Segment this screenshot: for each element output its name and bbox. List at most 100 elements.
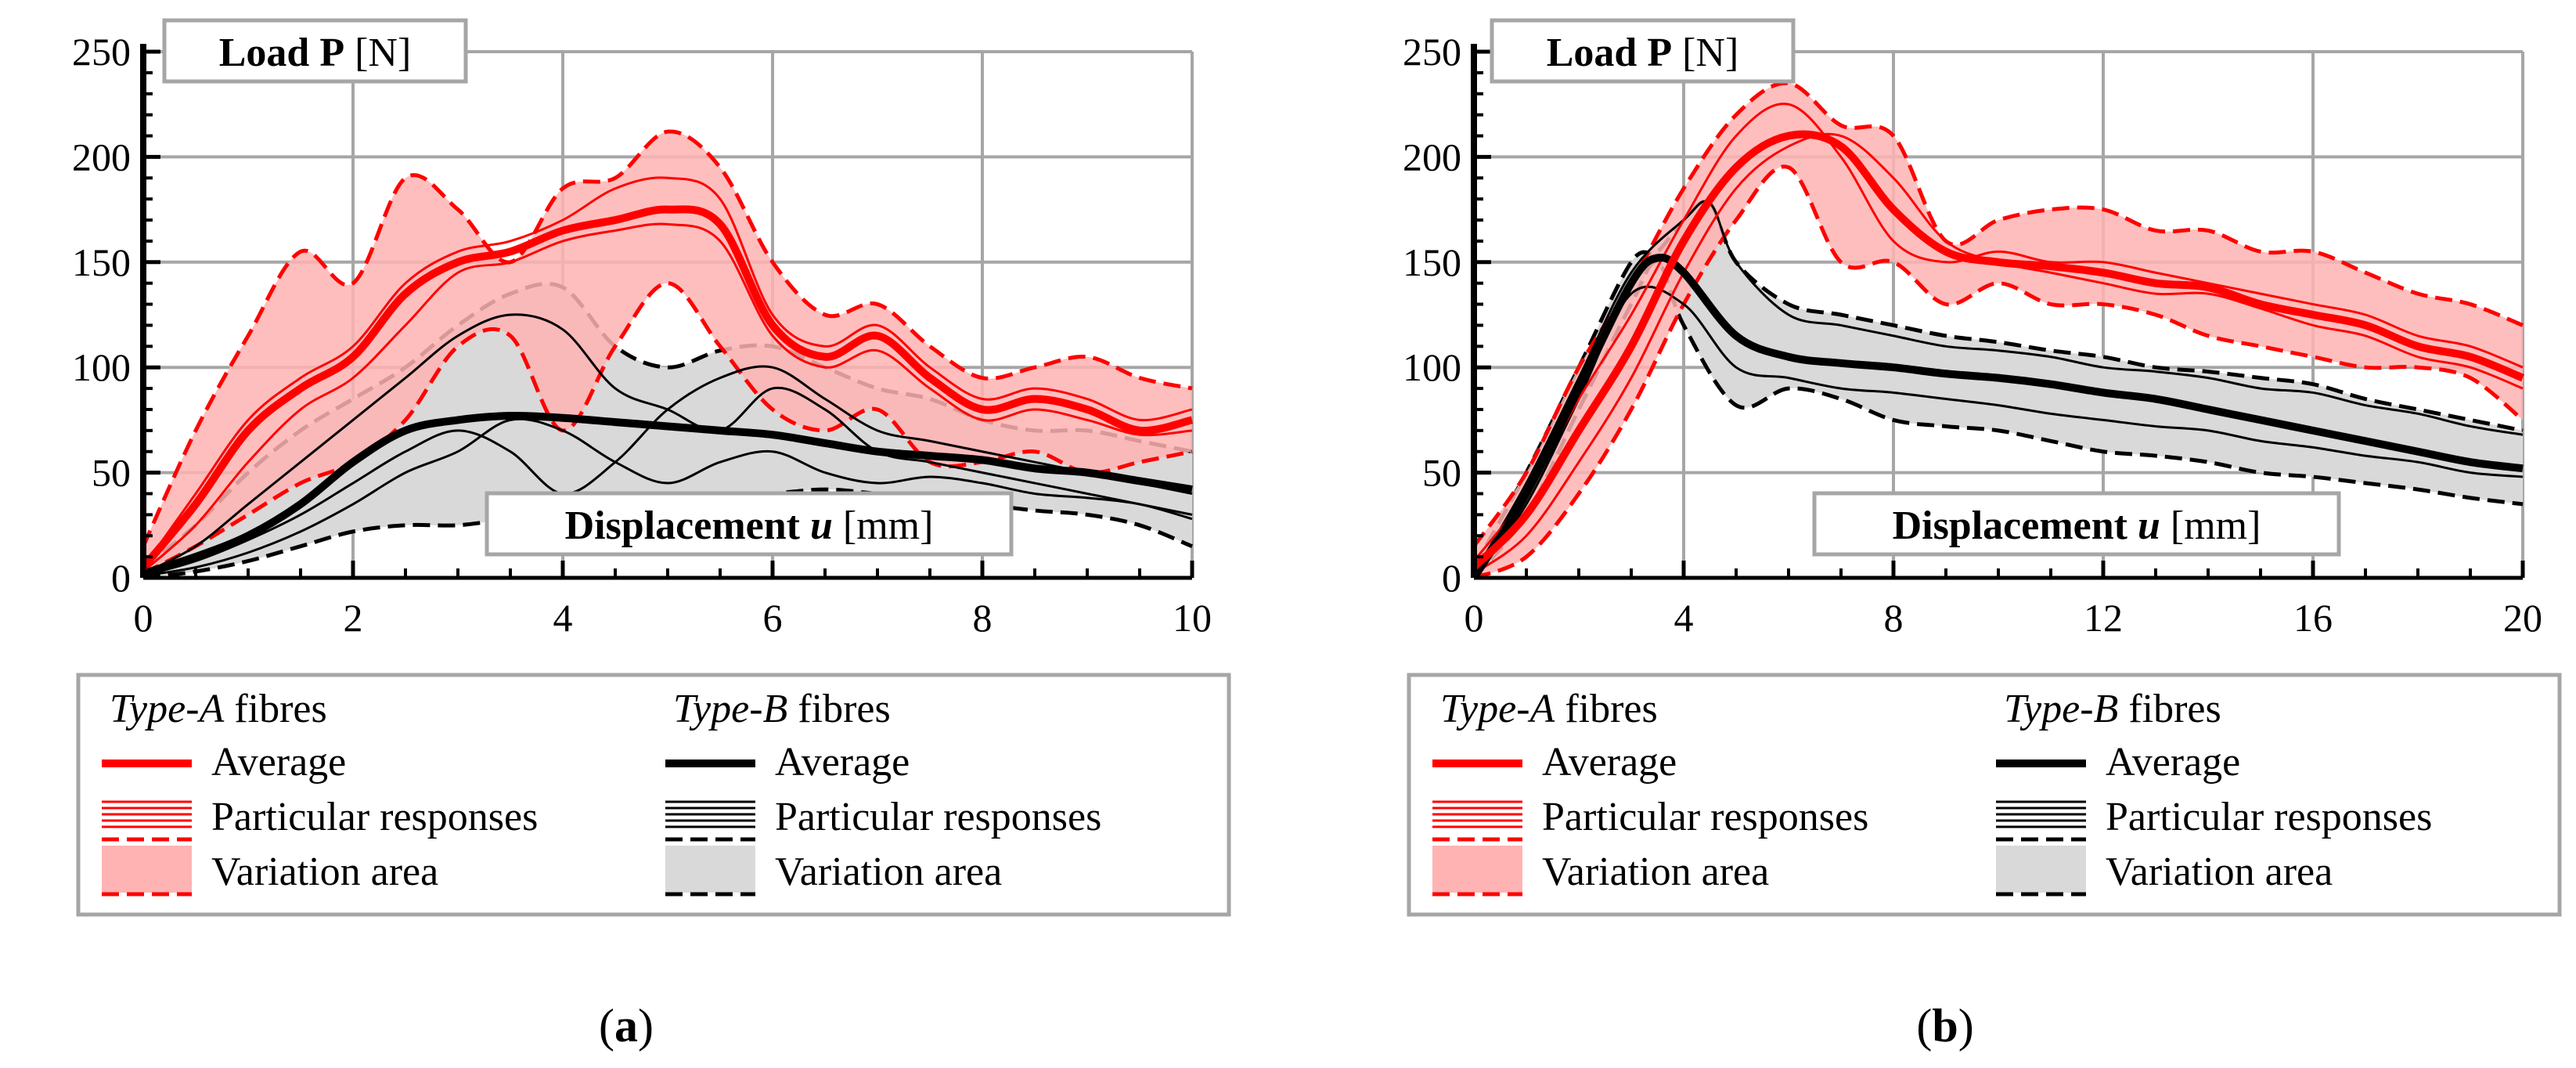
y-axis-title-box	[162, 18, 468, 84]
legend-entry-label: Variation area	[775, 850, 1002, 894]
legend-swatch-variation	[102, 846, 192, 893]
x-axis-title-box	[485, 491, 1014, 557]
legend-group-title-italic: Type-A	[110, 687, 225, 731]
y-tick-label: 100	[72, 345, 131, 389]
x-tick-label: 0	[134, 596, 153, 640]
chart-panel-b: 0 50 100 150 200 250 0 4 8 12 16 20 Load P [N] Displa…	[1403, 18, 2562, 1052]
particular-response-line-type-a	[142, 222, 1193, 573]
legend-box	[1407, 673, 2562, 917]
variation-lower-line-type-a	[142, 281, 1193, 575]
x-axis-title-label: Displacement	[565, 503, 810, 548]
y-tick-label: 250	[72, 30, 131, 74]
y-tick-label: 150	[72, 240, 131, 284]
legend: Type-A fibres Average Particular responses…	[1407, 673, 2562, 917]
panel-label-open: (	[599, 1000, 614, 1052]
y-tick-label: 100	[1403, 345, 1461, 389]
legend-swatch-variation	[665, 846, 755, 893]
legend-entry-label: Average	[775, 740, 910, 785]
y-tick-label: 150	[1403, 240, 1461, 284]
legend-group-title: Type-A fibres	[110, 687, 327, 731]
average-line-type-b	[142, 411, 1193, 578]
x-tick-label: 4	[1674, 596, 1694, 640]
variation-upper-line-type-a	[141, 129, 1193, 547]
legend-group-title: Type-B fibres	[2004, 687, 2221, 731]
y-axis-title: Load P [N]	[219, 31, 412, 75]
y-axis-title-label: Load P	[1547, 31, 1672, 75]
y-tick-label: 0	[111, 556, 131, 600]
legend-swatch-variation	[1432, 846, 1522, 893]
panel-label: (a)	[599, 1000, 654, 1052]
y-tick-label: 200	[1403, 135, 1461, 179]
average-line-type-b	[1470, 253, 2524, 580]
x-tick-label: 0	[1465, 596, 1484, 640]
legend-entry-label: Particular responses	[211, 795, 538, 839]
panel-label-close: )	[638, 1000, 654, 1052]
legend-entry-label: Variation area	[211, 850, 438, 894]
legend-group-title: Type-B fibres	[673, 687, 891, 731]
y-axis-title-label: Load P	[219, 31, 344, 75]
legend-entry-label: Variation area	[1542, 850, 1769, 894]
panel-label-open: (	[1916, 1000, 1932, 1052]
x-axis-title-symbol: u	[810, 503, 833, 548]
legend-swatch-variation	[1996, 846, 2086, 893]
average-line-type-a	[1471, 130, 2524, 571]
chart-panel-a: 0 50 100 150 200 250 0 2 4 6 8 10 Load P [N] Displace…	[72, 18, 1231, 1052]
x-tick-label: 12	[2084, 596, 2123, 640]
particular-response-line-type-b	[1472, 200, 2524, 575]
legend-box	[76, 673, 1231, 917]
variation-area-type-a	[143, 131, 1192, 574]
y-tick-label: 50	[92, 451, 131, 495]
particular-response-line-type-b	[142, 365, 1193, 577]
panel-label-letter: a	[614, 1000, 638, 1052]
x-axis-title-unit: [mm]	[2160, 503, 2261, 548]
legend-entry-label: Variation area	[2106, 850, 2333, 894]
variation-area-type-b	[1474, 201, 2523, 578]
variation-area-type-a	[1474, 83, 2523, 578]
legend-group-title: Type-A fibres	[1440, 687, 1658, 731]
legend: Type-A fibres Average Particular responses…	[76, 673, 1231, 917]
x-tick-label: 16	[2293, 596, 2333, 640]
legend-entry-label: Particular responses	[775, 795, 1101, 839]
legend-entry-label: Particular responses	[2106, 795, 2432, 839]
particular-response-line-type-a	[142, 176, 1193, 568]
x-axis-title-box	[1812, 491, 2341, 557]
x-axis-title-symbol: u	[2138, 503, 2160, 548]
x-axis-title-label: Displacement	[1893, 503, 2138, 548]
legend-entry-label: Average	[2106, 740, 2240, 785]
panel-label: (b)	[1916, 1000, 1973, 1052]
x-tick-label: 4	[553, 596, 573, 640]
legend-group-title-italic: Type-A	[1440, 687, 1555, 731]
x-axis-title: Displacement u [mm]	[1893, 503, 2261, 548]
x-tick-label: 8	[973, 596, 993, 640]
x-axis-title-unit: [mm]	[833, 503, 934, 548]
panel-label-letter: b	[1932, 1000, 1958, 1052]
average-line-type-a	[140, 205, 1194, 570]
legend-entry-label: Particular responses	[1542, 795, 1868, 839]
legend-group-title-italic: Type-B	[673, 687, 787, 731]
legend-group-title-rest: fibres	[224, 687, 326, 731]
legend-group-title-rest: fibres	[1555, 687, 1657, 731]
y-tick-label: 200	[72, 135, 131, 179]
legend-group-title-rest: fibres	[787, 687, 890, 731]
particular-response-line-type-b	[142, 313, 1193, 575]
particular-response-line-type-a	[1472, 103, 2524, 562]
variation-upper-line-type-b	[1472, 199, 2524, 568]
legend-group-title-italic: Type-B	[2004, 687, 2118, 731]
panel-label-close: )	[1958, 1000, 1974, 1052]
y-axis-title-unit: [N]	[344, 31, 411, 75]
y-tick-label: 0	[1442, 556, 1461, 600]
particular-response-line-type-a	[1473, 132, 2524, 575]
y-axis-title-box	[1490, 18, 1796, 84]
y-axis-title: Load P [N]	[1547, 31, 1739, 75]
y-tick-label: 50	[1422, 451, 1461, 495]
y-tick-label: 250	[1403, 30, 1461, 74]
x-tick-label: 6	[763, 596, 783, 640]
x-tick-label: 20	[2503, 596, 2542, 640]
x-tick-label: 8	[1884, 596, 1904, 640]
particular-response-line-type-b	[142, 417, 1193, 577]
x-axis-title: Displacement u [mm]	[565, 503, 934, 548]
x-tick-label: 2	[344, 596, 363, 640]
x-tick-label: 10	[1173, 596, 1212, 640]
variation-area-type-b	[143, 283, 1192, 578]
